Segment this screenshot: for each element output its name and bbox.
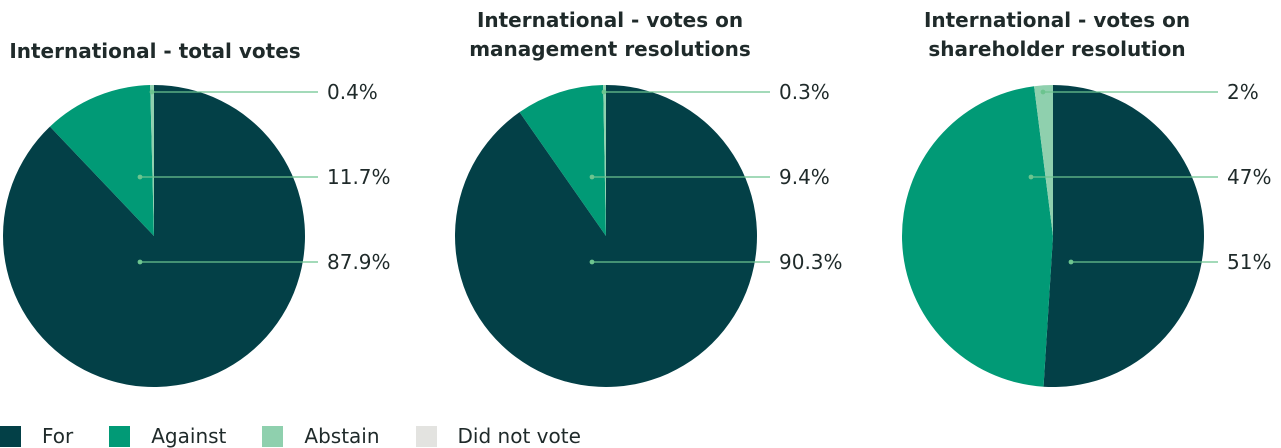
legend-label-did-not-vote: Did not vote: [457, 424, 581, 448]
data-label-abstain: 0.3%: [779, 80, 830, 104]
leader-dot-for: [137, 259, 143, 265]
legend-item-abstain: Abstain: [262, 424, 380, 448]
pie-slice-for: [454, 85, 757, 388]
chart-title-shareholder-resolution: International - votes on shareholder res…: [887, 6, 1227, 64]
chart-title-line: International - total votes: [9, 39, 301, 63]
data-label-against: 47%: [1227, 165, 1271, 189]
legend-item-for: For: [0, 424, 73, 448]
pie-slice-against: [902, 86, 1053, 387]
data-label-for: 87.9%: [327, 250, 391, 274]
legend-swatch-did-not-vote: [415, 425, 437, 447]
pie-slice-against: [519, 85, 606, 236]
pie-slice-abstain: [150, 85, 154, 236]
pie-slice-for: [1043, 85, 1205, 388]
legend-label-abstain: Abstain: [304, 424, 380, 448]
legend: For Against Abstain Did not vote: [0, 424, 617, 448]
pie-chart-0: 87.9% 11.7% 0.4%: [3, 80, 391, 388]
chart-title-line: International - votes on: [476, 8, 744, 32]
data-label-against: 11.7%: [327, 165, 391, 189]
chart-title-total-votes: International - total votes: [0, 37, 325, 66]
legend-item-did-not-vote: Did not vote: [415, 424, 581, 448]
data-label-abstain: 2%: [1227, 80, 1259, 104]
leader-dot-abstain: [149, 89, 155, 95]
leader-dot-against: [589, 174, 595, 180]
pie-chart-1: 90.3% 9.4% 0.3%: [454, 80, 843, 388]
chart-title-line: International - votes on: [923, 8, 1191, 32]
pie-slice-against: [49, 85, 154, 236]
legend-swatch-for: [0, 425, 21, 447]
pie-slice-for: [3, 85, 306, 388]
pie-slice-abstain: [1034, 85, 1053, 236]
chart-title-management-resolutions: International - votes on management reso…: [440, 6, 780, 64]
data-label-for: 90.3%: [779, 250, 843, 274]
leader-dot-against: [137, 174, 143, 180]
legend-item-against: Against: [109, 424, 226, 448]
chart-title-line: management resolutions: [469, 37, 751, 61]
data-label-against: 9.4%: [779, 165, 830, 189]
pie-slice-abstain: [603, 85, 606, 236]
leader-dot-for: [1068, 259, 1074, 265]
legend-label-against: Against: [151, 424, 227, 448]
data-label-abstain: 0.4%: [327, 80, 378, 104]
data-label-for: 51%: [1227, 250, 1271, 274]
leader-dot-abstain: [1040, 89, 1046, 95]
leader-dot-abstain: [601, 89, 607, 95]
legend-label-for: For: [42, 424, 74, 448]
legend-swatch-abstain: [262, 425, 284, 447]
legend-swatch-against: [109, 425, 131, 447]
leader-dot-for: [589, 259, 595, 265]
chart-title-line: shareholder resolution: [928, 37, 1186, 61]
leader-dot-against: [1028, 174, 1034, 180]
pie-chart-2: 51% 47% 2%: [902, 80, 1271, 388]
